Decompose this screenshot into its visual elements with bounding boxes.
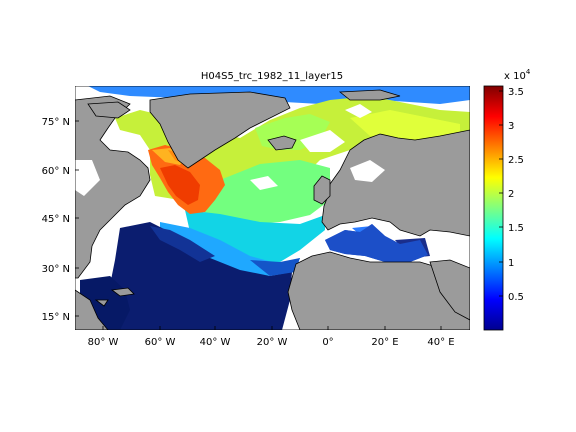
arabia-land	[429, 259, 470, 321]
colorbar-tick-1: 1	[508, 258, 514, 269]
map-panel	[75, 86, 470, 330]
lon-tick-40e: 40° E	[427, 337, 454, 348]
lat-axis: 75° N 60° N 45° N 30° N 15° N	[42, 117, 79, 323]
lon-tick-0: 0°	[322, 337, 333, 348]
lat-tick-60: 60° N	[42, 166, 70, 177]
colorbar-multiplier: x 104	[504, 68, 531, 82]
map-title: H04S5_trc_1982_11_layer15	[201, 71, 343, 82]
lon-tick-20w: 20° W	[257, 337, 288, 348]
colorbar-exponent: 4	[526, 68, 531, 76]
colorbar-tick-2: 2	[508, 189, 514, 200]
colorbar-ticks: 3.5 3 2.5 2 1.5 1 0.5	[499, 87, 524, 303]
lat-tick-45: 45° N	[42, 214, 70, 225]
greenland-land	[149, 91, 291, 169]
colorbar-tick-3.5: 3.5	[508, 87, 524, 98]
lon-axis: 80° W 60° W 40° W 20° W 0° 20° E 40° E	[88, 326, 455, 348]
lon-tick-80w: 80° W	[88, 337, 119, 348]
lon-tick-40w: 40° W	[200, 337, 231, 348]
colorbar-tick-1.5: 1.5	[508, 223, 524, 234]
colorbar: x 104 3.5 3 2.5 2 1.5 1 0.5	[483, 68, 531, 331]
lat-tick-15: 15° N	[42, 312, 70, 323]
missing-data-areas	[75, 104, 385, 196]
north-america-land	[75, 95, 151, 279]
iceland-land	[267, 135, 297, 151]
british-isles-land	[313, 175, 331, 205]
colorbar-tick-0.5: 0.5	[508, 292, 524, 303]
lon-tick-60w: 60° W	[145, 337, 176, 348]
colorbar-gradient	[483, 85, 504, 331]
colorbar-tick-3: 3	[508, 121, 514, 132]
lat-tick-30: 30° N	[42, 264, 70, 275]
lon-tick-20e: 20° E	[371, 337, 398, 348]
colorbar-multiplier-text: x 10	[504, 71, 526, 82]
colorbar-tick-2.5: 2.5	[508, 155, 524, 166]
land-masses	[75, 89, 470, 330]
europe-land	[321, 129, 470, 237]
lat-tick-75: 75° N	[42, 117, 70, 128]
